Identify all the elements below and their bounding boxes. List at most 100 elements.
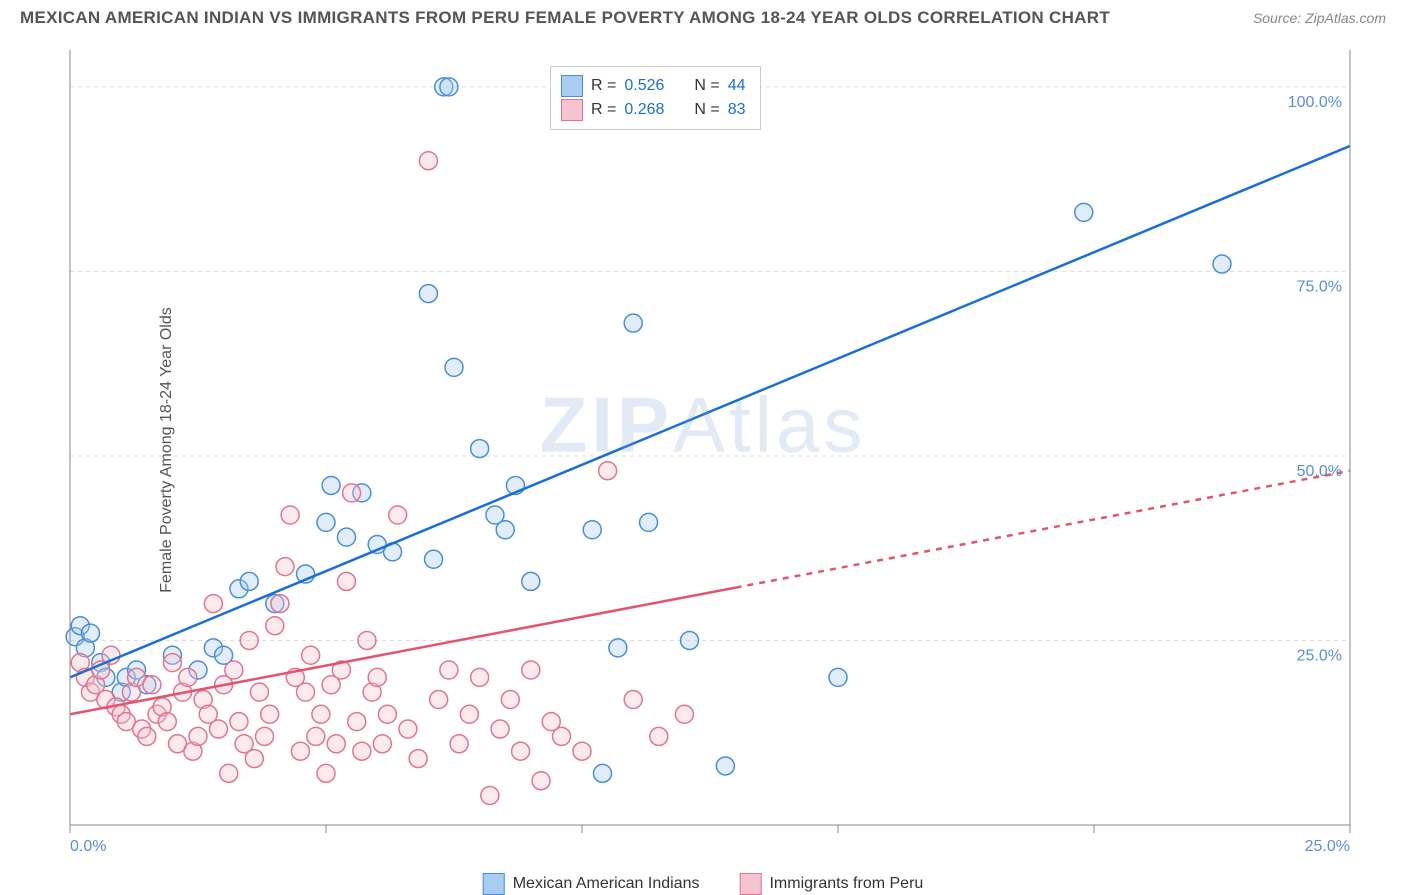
- data-point: [220, 764, 238, 782]
- x-tick-label: 0.0%: [70, 838, 106, 855]
- data-point: [599, 462, 617, 480]
- data-point: [302, 646, 320, 664]
- data-point: [553, 727, 571, 745]
- data-point: [430, 691, 448, 709]
- data-point: [496, 521, 514, 539]
- data-point: [337, 528, 355, 546]
- data-point: [522, 572, 540, 590]
- data-point: [276, 558, 294, 576]
- stats-legend-box: R = 0.526 N = 44 R = 0.268 N = 83: [550, 66, 761, 130]
- data-point: [240, 631, 258, 649]
- y-tick-label: 100.0%: [1288, 94, 1342, 111]
- data-point: [281, 506, 299, 524]
- legend-swatch: [561, 75, 583, 97]
- data-point: [225, 661, 243, 679]
- stat-n-label: N =: [694, 101, 719, 119]
- data-point: [353, 742, 371, 760]
- data-point: [337, 572, 355, 590]
- data-point: [204, 595, 222, 613]
- data-point: [471, 440, 489, 458]
- data-point: [609, 639, 627, 657]
- source-attribution: Source: ZipAtlas.com: [1253, 10, 1386, 26]
- x-tick-label: 25.0%: [1305, 838, 1350, 855]
- data-point: [1075, 203, 1093, 221]
- regression-line: [70, 146, 1350, 677]
- data-point: [419, 285, 437, 303]
- data-point: [512, 742, 530, 760]
- data-point: [343, 484, 361, 502]
- stats-row: R = 0.268 N = 83: [561, 99, 746, 121]
- data-point: [440, 661, 458, 679]
- y-tick-label: 50.0%: [1297, 463, 1342, 480]
- stat-n-value: 44: [728, 77, 746, 95]
- data-point: [460, 705, 478, 723]
- data-point: [491, 720, 509, 738]
- data-point: [481, 786, 499, 804]
- data-point: [368, 668, 386, 686]
- data-point: [593, 764, 611, 782]
- data-point: [522, 661, 540, 679]
- data-point: [681, 631, 699, 649]
- legend-swatch: [561, 99, 583, 121]
- data-point: [624, 314, 642, 332]
- data-point: [409, 750, 427, 768]
- data-point: [532, 772, 550, 790]
- data-point: [317, 764, 335, 782]
- data-point: [624, 691, 642, 709]
- data-point: [230, 713, 248, 731]
- chart-title: MEXICAN AMERICAN INDIAN VS IMMIGRANTS FR…: [20, 8, 1110, 28]
- data-point: [358, 631, 376, 649]
- data-point: [189, 727, 207, 745]
- data-point: [445, 358, 463, 376]
- data-point: [271, 595, 289, 613]
- data-point: [373, 735, 391, 753]
- data-point: [389, 506, 407, 524]
- data-point: [250, 683, 268, 701]
- data-point: [317, 513, 335, 531]
- data-point: [256, 727, 274, 745]
- data-point: [1213, 255, 1231, 273]
- stats-row: R = 0.526 N = 44: [561, 75, 746, 97]
- legend-label: Mexican American Indians: [513, 875, 700, 893]
- data-point: [138, 727, 156, 745]
- stat-r-value: 0.268: [624, 101, 664, 119]
- data-point: [297, 683, 315, 701]
- y-tick-label: 75.0%: [1297, 278, 1342, 295]
- data-point: [716, 757, 734, 775]
- y-tick-label: 25.0%: [1297, 647, 1342, 664]
- data-point: [501, 691, 519, 709]
- data-point: [829, 668, 847, 686]
- data-point: [675, 705, 693, 723]
- data-point: [209, 720, 227, 738]
- data-point: [583, 521, 601, 539]
- stat-r-value: 0.526: [624, 77, 664, 95]
- data-point: [425, 550, 443, 568]
- data-point: [327, 735, 345, 753]
- data-point: [322, 476, 340, 494]
- data-point: [143, 676, 161, 694]
- regression-line-extrapolated: [736, 471, 1350, 588]
- data-point: [240, 572, 258, 590]
- data-point: [419, 152, 437, 170]
- data-point: [471, 668, 489, 686]
- data-point: [348, 713, 366, 731]
- data-point: [450, 735, 468, 753]
- data-point: [245, 750, 263, 768]
- data-point: [650, 727, 668, 745]
- data-point: [261, 705, 279, 723]
- data-point: [312, 705, 330, 723]
- stat-n-value: 83: [728, 101, 746, 119]
- stat-r-label: R =: [591, 77, 616, 95]
- scatter-chart: 0.0% 25.0% 25.0% 50.0% 75.0% 100.0%: [20, 40, 1386, 860]
- y-axis-label: Female Poverty Among 18-24 Year Olds: [158, 307, 176, 593]
- data-point: [179, 668, 197, 686]
- data-point: [573, 742, 591, 760]
- data-point: [378, 705, 396, 723]
- stat-r-label: R =: [591, 101, 616, 119]
- legend-label: Immigrants from Peru: [769, 875, 923, 893]
- data-point: [307, 727, 325, 745]
- data-point: [640, 513, 658, 531]
- chart-container: Female Poverty Among 18-24 Year Olds 0.0…: [20, 40, 1386, 860]
- stat-n-label: N =: [694, 77, 719, 95]
- data-point: [81, 624, 99, 642]
